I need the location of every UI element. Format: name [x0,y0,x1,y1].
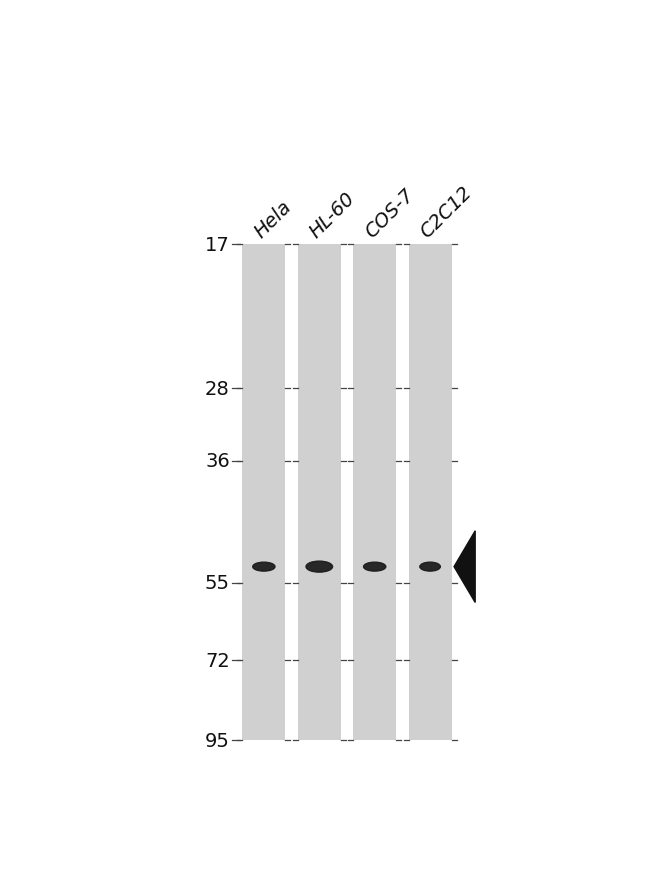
Text: COS-7: COS-7 [361,185,418,241]
Bar [298,245,341,740]
Text: 95: 95 [205,731,230,750]
Text: HL-60: HL-60 [306,189,359,241]
Text: 17: 17 [205,235,230,255]
Ellipse shape [306,561,333,572]
Ellipse shape [253,562,275,571]
Text: 55: 55 [205,574,230,593]
Text: C2C12: C2C12 [417,182,476,241]
Text: 72: 72 [205,651,230,670]
Polygon shape [454,531,475,603]
Text: 28: 28 [205,379,230,398]
Text: 36: 36 [205,451,230,470]
Ellipse shape [363,562,386,571]
Bar [242,245,285,740]
Bar [409,245,452,740]
Ellipse shape [420,562,440,571]
Bar [354,245,396,740]
Text: Hela: Hela [250,197,295,241]
